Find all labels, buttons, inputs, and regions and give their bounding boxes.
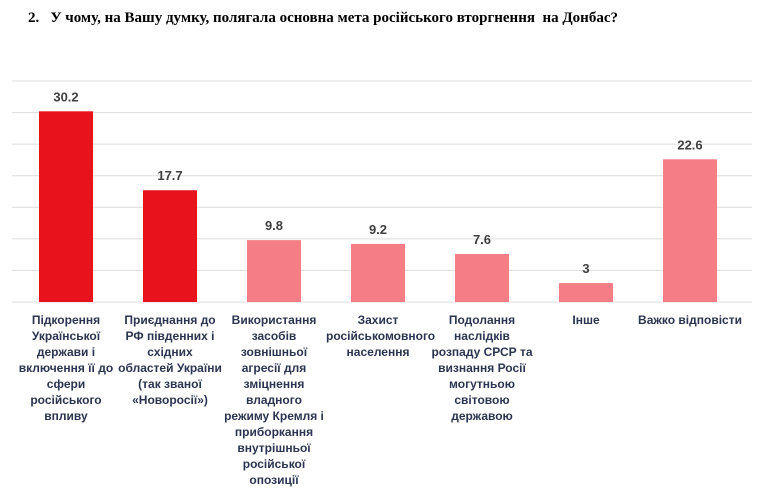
x-tick-label: Інше: [572, 313, 600, 327]
bar: [39, 111, 93, 303]
bar: [455, 254, 509, 302]
value-label: 3: [582, 261, 589, 276]
value-label: 30.2: [53, 89, 78, 104]
x-tick-label: Захист російськомовного населення: [326, 313, 436, 359]
chart: 30.2 17.7 9.8 9.2 7.6 3 22.6: [12, 80, 752, 303]
value-label: 9.8: [265, 218, 283, 233]
x-tick-label: Важко відповісти: [638, 313, 742, 327]
bar: [247, 240, 301, 302]
bar: [143, 190, 197, 302]
x-tick-label: Підкорення Української держави і включен…: [18, 313, 114, 423]
chart-title: 2. У чому, на Вашу думку, полягала основ…: [28, 10, 618, 26]
bar: [663, 159, 717, 302]
bar: [351, 243, 405, 302]
x-tick-label: Приєднання до РФ південних і східних обл…: [118, 313, 222, 407]
value-label: 7.6: [473, 232, 491, 247]
page: {"chart_data": {"type": "bar", "title": …: [12, 10, 752, 487]
x-tick-label: Подолання наслідків розпаду СРСР та визн…: [431, 313, 533, 423]
value-label: 22.6: [677, 137, 702, 152]
value-label: 9.2: [369, 222, 387, 237]
bar: [559, 283, 613, 302]
value-label: 17.7: [157, 168, 182, 183]
x-tick-label: Використання засобів зовнішньої агресії …: [224, 313, 324, 487]
